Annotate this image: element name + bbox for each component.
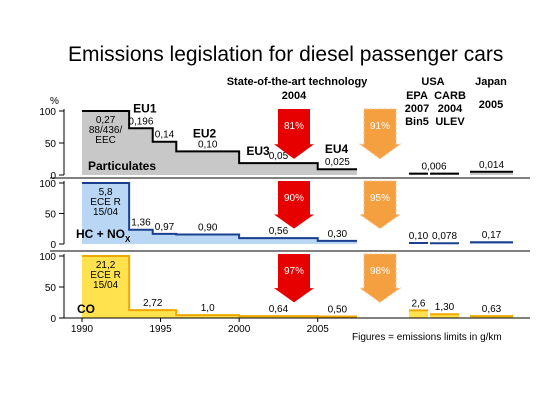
series-step-line	[82, 110, 357, 171]
step-value-label: 0,14	[155, 130, 175, 141]
y-tick-label: 50	[45, 139, 57, 150]
footnote: Figures = emissions limits in g/km	[352, 332, 502, 343]
x-axis: 1990 1995 2000 2005	[64, 317, 530, 335]
reduction-arrow-state-of-art	[274, 109, 314, 159]
usa-value-label: 0,006	[421, 162, 446, 173]
step-value-label: 0,97	[155, 222, 175, 233]
japan-value-label: 0,63	[482, 304, 502, 315]
panel-2: 0 50 100 5,8 ECE R 15/04 1,36 0,97 0,90 0,56 0,30 H…	[39, 179, 530, 252]
y-tick-label: 50	[45, 283, 57, 294]
header-state-of-art: State-of-the-art technology	[227, 76, 368, 88]
usa-epa-value-label: 0,10	[409, 231, 429, 242]
usa-epa-value-label: 2,6	[412, 298, 426, 309]
step-value-label-line: 21,2	[96, 260, 116, 271]
japan-value-label: 0,014	[479, 160, 504, 171]
x-tick-label: 1995	[149, 324, 172, 335]
step-value-label: 0,05	[269, 151, 289, 162]
reduction-arrow-state-of-art-label: 90%	[284, 193, 304, 204]
header-epa-std: Bin5	[405, 116, 429, 128]
stage-label: EU3	[246, 144, 270, 158]
percent-unit: %	[50, 96, 59, 107]
step-value-label-line: ECE R	[90, 197, 121, 208]
step-value-label-line: EEC	[95, 135, 116, 146]
y-tick-label: 100	[39, 252, 56, 263]
step-value-label: 1,0	[201, 303, 215, 314]
usa-carb-value-label: 1,30	[435, 302, 455, 313]
header-carb-year: 2004	[438, 103, 463, 115]
step-value-label-line: ECE R	[90, 270, 121, 281]
series-area	[82, 256, 357, 318]
panel-label: HC + NOX	[76, 227, 131, 244]
usa-carb-bar	[430, 314, 459, 318]
reduction-arrow-state-of-art-label: 97%	[284, 266, 304, 277]
step-value-label: 0,27 88/436/EEC	[89, 115, 123, 146]
step-value-label: 0,10	[198, 139, 218, 150]
step-value-label-line: 0,27	[96, 115, 116, 126]
header-usa: USA	[421, 76, 444, 88]
panel-label: Particulates	[88, 159, 156, 173]
y-tick-label: 0	[50, 171, 56, 182]
usa-carb-value-label: 0,078	[432, 231, 457, 242]
reduction-arrow-state-of-art	[274, 181, 314, 229]
reduction-arrow-2005-label: 91%	[370, 121, 390, 132]
reduction-arrow-2005-label: 98%	[370, 266, 390, 277]
y-tick-label: 0	[50, 240, 56, 251]
step-value-label: 0,90	[198, 223, 218, 234]
reduction-arrow-state-of-art	[274, 254, 314, 303]
y-tick-label: 50	[45, 210, 57, 221]
header-epa-year: 2007	[405, 103, 429, 115]
reduction-arrow-state-of-art-label: 81%	[284, 121, 304, 132]
header-japan: Japan	[475, 76, 507, 88]
step-value-label: 21,2 ECE R 15/04	[90, 260, 121, 291]
step-value-label: 0,30	[328, 229, 348, 240]
header-carb: CARB	[434, 90, 466, 102]
step-value-label-line: 88/436/	[89, 125, 123, 136]
japan-bar	[470, 171, 513, 175]
series-area	[82, 183, 357, 244]
reduction-arrow-2005	[358, 108, 402, 160]
y-tick-label: 100	[39, 107, 56, 118]
step-value-label: 1,36	[131, 218, 151, 229]
step-value-label-line: 5,8	[99, 187, 113, 198]
stage-label: EU2	[193, 126, 217, 140]
reduction-arrow-2005	[358, 180, 402, 230]
step-value-label: 2,72	[143, 298, 163, 309]
series-area	[82, 111, 357, 175]
y-tick-label: 0	[50, 314, 56, 325]
x-tick-label: 2005	[307, 324, 330, 335]
step-value-label: 5,8 ECE R 15/04	[90, 187, 121, 218]
usa-epa-bar	[409, 310, 428, 318]
x-tick-label: 1990	[71, 324, 94, 335]
header-japan-year: 2005	[479, 99, 503, 111]
panel-label-subscript: X	[125, 235, 131, 244]
stage-label: EU4	[325, 142, 349, 156]
header-epa: EPA	[406, 90, 428, 102]
stage-label: EU1	[133, 101, 157, 115]
step-value-label-line: 15/04	[93, 280, 118, 291]
y-tick-label: 100	[39, 179, 56, 190]
step-value-label: 0,196	[128, 116, 153, 127]
series-step-line	[82, 182, 357, 242]
header-state-year: 2004	[282, 90, 307, 102]
step-value-label: 0,50	[328, 305, 348, 316]
step-value-label: 0,64	[269, 304, 289, 315]
x-tick-label: 2000	[228, 324, 251, 335]
series-step-line	[82, 255, 357, 318]
step-value-label-line: 15/04	[93, 207, 118, 218]
panel-label: CO	[77, 302, 95, 316]
header-carb-std: ULEV	[435, 116, 465, 128]
step-value-label: 0,025	[325, 157, 350, 168]
reduction-arrow-2005-label: 95%	[370, 193, 390, 204]
japan-value-label: 0,17	[482, 230, 502, 241]
chart-title: Emissions legislation for diesel passeng…	[68, 43, 503, 66]
reduction-arrow-2005	[358, 253, 402, 303]
panel-3: 0 50 100 21,2 ECE R 15/04 2,72 1,0 0,64 0,50 CO 97%…	[39, 252, 513, 325]
step-value-label: 0,56	[269, 226, 289, 237]
